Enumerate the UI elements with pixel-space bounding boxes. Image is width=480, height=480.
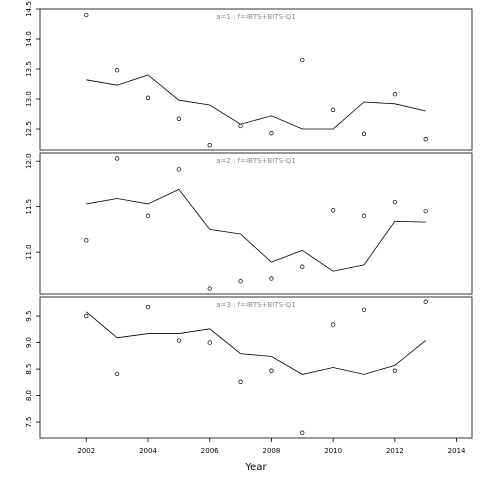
panel-frame (39, 296, 473, 439)
point (300, 264, 305, 269)
y-tick-label: 8.5 (25, 364, 33, 375)
x-tick-label: 2010 (324, 447, 342, 455)
point (207, 340, 212, 345)
y-tick-label: 9.0 (25, 337, 33, 348)
point (176, 338, 182, 343)
line (86, 74, 426, 130)
point (423, 137, 428, 142)
point (238, 123, 243, 129)
panel-frame (39, 8, 473, 151)
x-tick-label: 2012 (386, 447, 404, 455)
point (114, 156, 120, 161)
point (330, 107, 336, 112)
point (392, 368, 398, 373)
point (423, 209, 428, 214)
point (238, 279, 243, 284)
point (114, 371, 120, 377)
panel-frame (39, 152, 473, 295)
x-tick-label: 2006 (201, 447, 219, 455)
point (145, 95, 151, 100)
point (176, 116, 182, 121)
point (361, 131, 367, 136)
y-tick-label: 14.0 (25, 31, 33, 47)
point (269, 368, 274, 373)
point (238, 379, 243, 384)
point (145, 213, 151, 218)
panel-title: a=3 : f=IBTS+BITS-Q1 (216, 301, 296, 309)
line (86, 311, 426, 375)
x-tick-label: 2008 (263, 447, 281, 455)
y-tick-label: 8.0 (25, 390, 33, 401)
point (114, 68, 120, 73)
point (300, 57, 305, 63)
y-tick-label: 13.5 (25, 61, 33, 77)
y-tick-label: 13.0 (25, 91, 33, 107)
panel-title: a=2 : f=IBTS+BITS-Q1 (216, 157, 296, 165)
panel-title: a=1 : f=IBTS+BITS-Q1 (216, 13, 296, 21)
y-tick-label: 12.0 (25, 153, 33, 169)
point (145, 304, 151, 310)
x-axis-label: Year (244, 462, 267, 473)
point (330, 322, 336, 327)
y-tick-label: 14.5 (25, 1, 33, 17)
point (207, 286, 212, 291)
point (361, 307, 367, 312)
point (207, 143, 212, 148)
y-tick-label: 7.5 (25, 417, 33, 428)
point (269, 131, 274, 136)
line (86, 188, 426, 272)
x-tick-label: 2014 (448, 447, 466, 455)
y-tick-label: 9.5 (25, 311, 33, 322)
point (84, 12, 89, 18)
y-tick-label: 11.5 (25, 199, 33, 215)
x-tick-label: 2004 (139, 447, 157, 455)
y-tick-label: 11.0 (25, 244, 33, 260)
point (423, 299, 428, 304)
point (330, 208, 336, 213)
point (269, 276, 274, 281)
x-tick-label: 2002 (77, 447, 95, 455)
point (361, 213, 367, 218)
y-tick-label: 12.5 (25, 121, 33, 137)
point (84, 238, 89, 243)
point (300, 430, 305, 435)
point (392, 92, 398, 97)
point (392, 199, 398, 205)
point (84, 313, 89, 319)
point (176, 167, 182, 172)
